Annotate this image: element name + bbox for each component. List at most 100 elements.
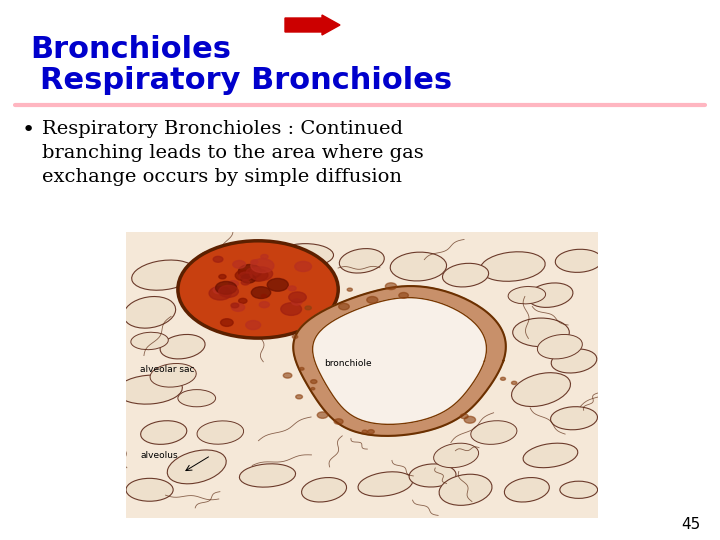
- Circle shape: [246, 321, 261, 329]
- Circle shape: [362, 430, 367, 433]
- Text: •: •: [22, 120, 35, 140]
- Ellipse shape: [511, 373, 570, 407]
- Circle shape: [213, 287, 225, 294]
- Circle shape: [464, 416, 475, 423]
- Ellipse shape: [302, 477, 346, 502]
- Circle shape: [288, 286, 296, 291]
- Text: alveolar sac: alveolar sac: [140, 365, 194, 374]
- Circle shape: [294, 261, 312, 272]
- Circle shape: [281, 303, 302, 315]
- Circle shape: [500, 377, 505, 380]
- Ellipse shape: [140, 421, 186, 444]
- Circle shape: [220, 319, 233, 326]
- Circle shape: [292, 299, 302, 305]
- Circle shape: [228, 281, 238, 287]
- Circle shape: [233, 260, 246, 268]
- Circle shape: [347, 288, 352, 291]
- FancyBboxPatch shape: [126, 232, 598, 518]
- Ellipse shape: [390, 252, 446, 281]
- Ellipse shape: [117, 375, 182, 404]
- Polygon shape: [293, 286, 506, 436]
- Circle shape: [334, 419, 343, 424]
- Circle shape: [267, 279, 288, 291]
- Text: exchange occurs by simple diffusion: exchange occurs by simple diffusion: [42, 168, 402, 186]
- Ellipse shape: [131, 332, 168, 349]
- Ellipse shape: [480, 252, 545, 281]
- Circle shape: [251, 287, 271, 299]
- Ellipse shape: [505, 477, 549, 502]
- Ellipse shape: [150, 363, 197, 387]
- Circle shape: [292, 335, 298, 339]
- Ellipse shape: [277, 244, 333, 267]
- Ellipse shape: [439, 474, 492, 505]
- Ellipse shape: [160, 334, 205, 359]
- Circle shape: [251, 259, 274, 273]
- Circle shape: [289, 292, 306, 302]
- Circle shape: [311, 388, 315, 390]
- Circle shape: [238, 298, 247, 303]
- Ellipse shape: [551, 407, 598, 430]
- Circle shape: [296, 395, 302, 399]
- Circle shape: [261, 254, 268, 259]
- Ellipse shape: [433, 443, 479, 468]
- Circle shape: [399, 293, 408, 298]
- Ellipse shape: [537, 334, 582, 359]
- Ellipse shape: [409, 464, 456, 487]
- Ellipse shape: [471, 421, 517, 444]
- Ellipse shape: [555, 249, 602, 272]
- Text: Bronchioles: Bronchioles: [30, 35, 231, 64]
- Circle shape: [178, 241, 338, 338]
- Circle shape: [213, 256, 223, 262]
- Ellipse shape: [552, 349, 597, 373]
- Circle shape: [368, 430, 374, 434]
- Circle shape: [366, 296, 378, 303]
- Circle shape: [251, 260, 258, 264]
- Circle shape: [259, 302, 269, 308]
- Circle shape: [305, 306, 311, 310]
- Circle shape: [215, 281, 237, 294]
- Circle shape: [283, 373, 292, 378]
- Circle shape: [261, 294, 266, 298]
- Circle shape: [235, 270, 253, 281]
- Circle shape: [385, 283, 397, 289]
- Circle shape: [239, 272, 252, 280]
- Text: Respiratory Bronchioles: Respiratory Bronchioles: [40, 66, 452, 95]
- FancyArrow shape: [285, 15, 340, 35]
- Ellipse shape: [513, 318, 570, 347]
- Text: bronchiole: bronchiole: [324, 359, 372, 368]
- Text: branching leads to the area where gas: branching leads to the area where gas: [42, 144, 424, 162]
- Text: 45: 45: [680, 517, 700, 532]
- Circle shape: [241, 274, 256, 283]
- Ellipse shape: [523, 443, 578, 468]
- Circle shape: [300, 368, 304, 370]
- Ellipse shape: [221, 255, 267, 278]
- Ellipse shape: [167, 450, 226, 484]
- Circle shape: [248, 269, 268, 281]
- Circle shape: [241, 280, 249, 285]
- Text: alveolus: alveolus: [140, 451, 178, 460]
- Circle shape: [219, 274, 226, 279]
- Ellipse shape: [126, 478, 173, 501]
- Circle shape: [219, 286, 238, 298]
- Ellipse shape: [240, 464, 295, 487]
- Ellipse shape: [124, 296, 176, 328]
- Circle shape: [310, 380, 317, 383]
- Circle shape: [460, 414, 468, 418]
- Circle shape: [338, 303, 349, 310]
- Ellipse shape: [560, 481, 598, 498]
- Ellipse shape: [197, 249, 244, 272]
- Ellipse shape: [443, 264, 489, 287]
- Polygon shape: [312, 298, 487, 424]
- Ellipse shape: [508, 287, 546, 304]
- Circle shape: [238, 265, 261, 279]
- Circle shape: [250, 267, 273, 281]
- Circle shape: [511, 381, 517, 384]
- Ellipse shape: [178, 390, 215, 407]
- Circle shape: [209, 287, 231, 300]
- Circle shape: [318, 412, 328, 418]
- Ellipse shape: [528, 283, 573, 307]
- Ellipse shape: [339, 248, 384, 273]
- Ellipse shape: [197, 421, 243, 444]
- Circle shape: [232, 303, 245, 312]
- Ellipse shape: [132, 260, 196, 290]
